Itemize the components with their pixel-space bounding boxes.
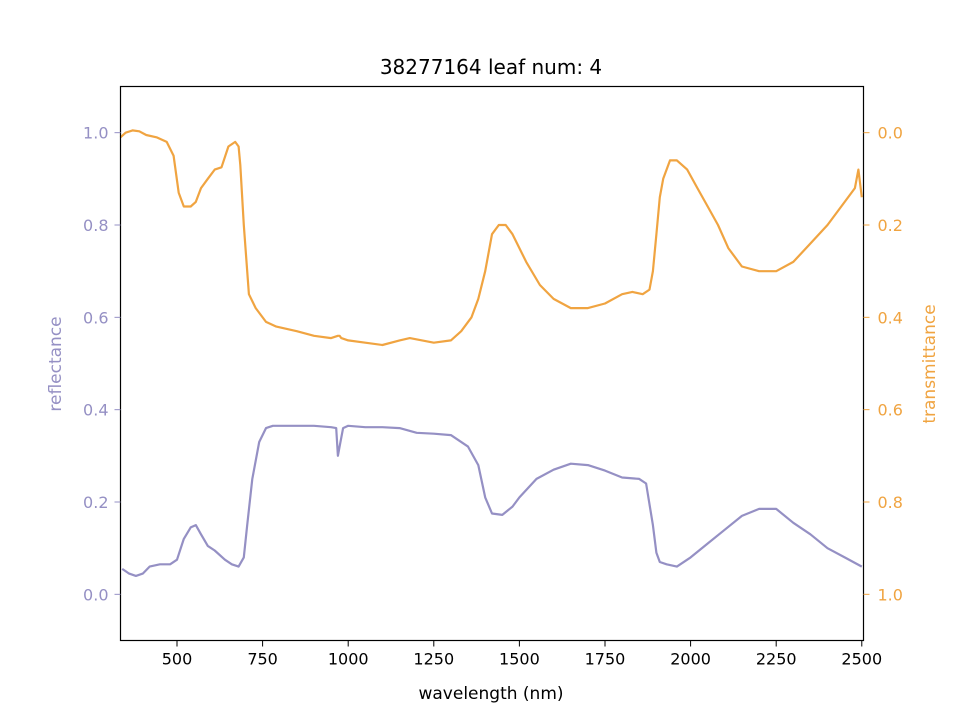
y-left-tick-label: 0.4 xyxy=(83,401,108,420)
x-tick-label: 750 xyxy=(247,650,278,669)
x-tick-label: 2250 xyxy=(756,650,797,669)
x-axis: 500 750 1000 1250 1500 1750 2000 2250 2500 xyxy=(162,640,882,669)
x-tick-label: 500 xyxy=(162,650,193,669)
x-axis-label: wavelength (nm) xyxy=(418,684,563,704)
x-tick-label: 1250 xyxy=(413,650,454,669)
y-right-tick-label: 0.6 xyxy=(878,401,903,420)
y-right-tick-label: 0.4 xyxy=(878,308,903,327)
y-left-tick-label: 0.2 xyxy=(83,493,108,512)
y-left-tick-label: 1.0 xyxy=(83,124,108,143)
y-right-tick-label: 0.8 xyxy=(878,493,903,512)
y-left-tick-label: 0.6 xyxy=(83,308,108,327)
y-axis-right: 0.0 0.2 0.4 0.6 0.8 1.0 xyxy=(863,124,903,604)
y-axis-left: 0.0 0.2 0.4 0.6 0.8 1.0 xyxy=(83,124,121,604)
y-right-tick-label: 0.0 xyxy=(878,124,903,143)
x-tick-label: 1000 xyxy=(328,650,369,669)
plot-area xyxy=(119,129,863,578)
y-axis-right-label: transmittance xyxy=(920,304,940,423)
chart-title: 38277164 leaf num: 4 xyxy=(380,55,602,79)
y-left-tick-label: 0.0 xyxy=(83,585,108,604)
x-tick-label: 2000 xyxy=(670,650,711,669)
y-axis-left-label: reflectance xyxy=(46,316,66,411)
transmittance-line xyxy=(119,129,863,347)
x-tick-label: 1750 xyxy=(585,650,626,669)
y-left-tick-label: 0.8 xyxy=(83,216,108,235)
y-right-tick-label: 0.2 xyxy=(878,216,903,235)
plot-frame xyxy=(119,85,865,642)
reflectance-line xyxy=(121,424,863,578)
x-tick-label: 2500 xyxy=(841,650,882,669)
x-tick-label: 1500 xyxy=(499,650,540,669)
y-right-tick-label: 1.0 xyxy=(878,585,903,604)
